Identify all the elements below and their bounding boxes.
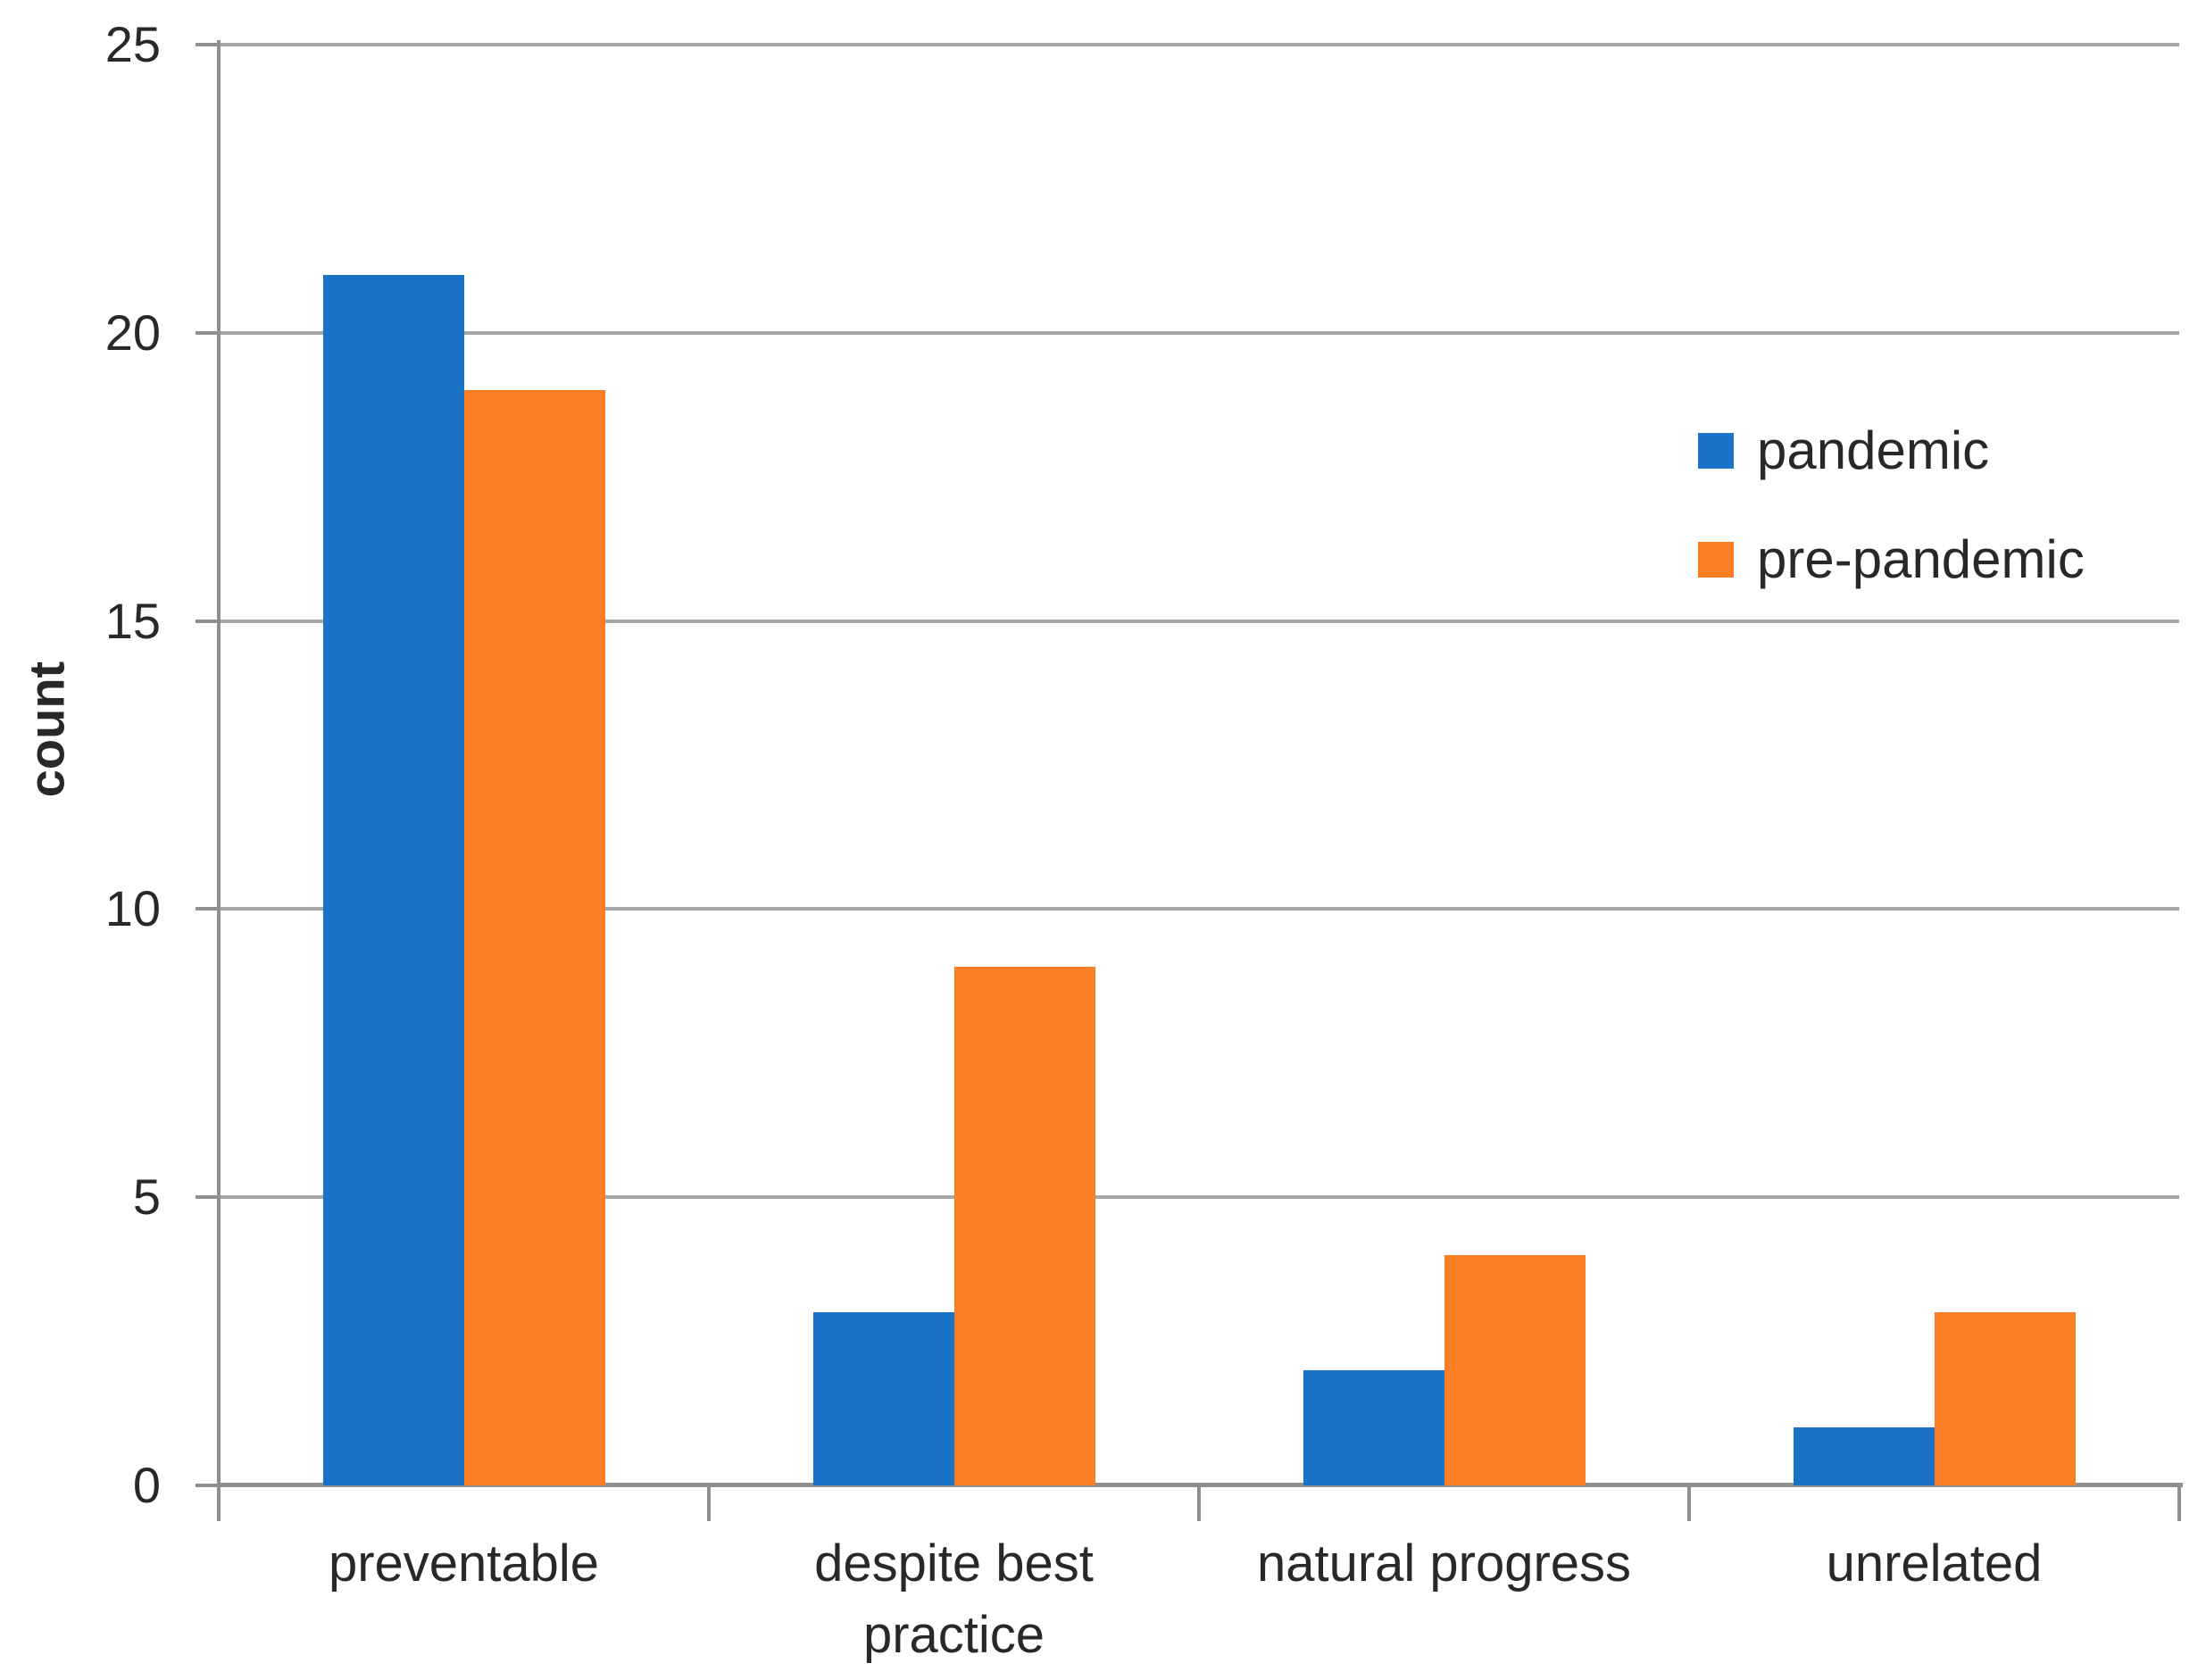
legend-swatch-pre-pandemic — [1698, 541, 1734, 578]
legend-label-pandemic: pandemic — [1757, 420, 1990, 480]
gridline — [219, 1195, 2179, 1200]
legend-label-pre-pandemic: pre-pandemic — [1757, 529, 2085, 589]
bar-pre-pandemic-unrelated — [1934, 1312, 2076, 1485]
x-category-label: unrelated — [1826, 1534, 2043, 1593]
bar-pre-pandemic-preventable — [463, 390, 605, 1485]
bar-pre-pandemic-despite-best-practice — [953, 966, 1095, 1485]
x-category-label: natural progress — [1256, 1534, 1632, 1593]
bar-pandemic-natural-progress — [1303, 1369, 1444, 1485]
bar-pandemic-despite-best-practice — [812, 1312, 954, 1485]
gridline — [219, 330, 2179, 335]
gridline — [219, 907, 2179, 911]
y-tick-label: 15 — [104, 592, 161, 649]
y-tick-label: 5 — [132, 1169, 161, 1226]
legend-item-pre-pandemic: pre-pandemic — [1698, 528, 2085, 590]
bar-pandemic-preventable — [322, 275, 464, 1485]
y-axis-title: count — [18, 661, 75, 798]
y-tick-label: 10 — [104, 880, 161, 937]
x-axis-tick — [1687, 1485, 1691, 1521]
x-axis-tick — [217, 1485, 221, 1521]
y-axis-tick — [196, 1195, 219, 1200]
x-axis-tick — [2177, 1485, 2181, 1521]
x-category-label: preventable — [328, 1534, 600, 1593]
y-axis-tick — [196, 1484, 219, 1487]
x-axis-line — [219, 1483, 2183, 1487]
legend-swatch-pandemic — [1698, 432, 1734, 469]
x-category-label: despite best practice — [814, 1534, 1094, 1665]
y-tick-label: 25 — [104, 16, 161, 72]
legend-item-pandemic: pandemic — [1698, 420, 1989, 481]
y-tick-label: 20 — [104, 304, 161, 361]
y-axis-line — [217, 40, 221, 1519]
y-axis-tick — [196, 619, 219, 623]
y-axis-tick — [196, 43, 219, 46]
bar-pandemic-unrelated — [1793, 1427, 1935, 1485]
bar-pre-pandemic-natural-progress — [1444, 1254, 1586, 1485]
x-axis-tick — [707, 1485, 711, 1521]
y-axis-tick — [196, 330, 219, 335]
y-tick-label: 0 — [132, 1457, 161, 1513]
x-axis-tick — [1197, 1485, 1201, 1521]
gridline — [219, 43, 2179, 46]
y-axis-tick — [196, 907, 219, 911]
gridline — [219, 619, 2179, 623]
